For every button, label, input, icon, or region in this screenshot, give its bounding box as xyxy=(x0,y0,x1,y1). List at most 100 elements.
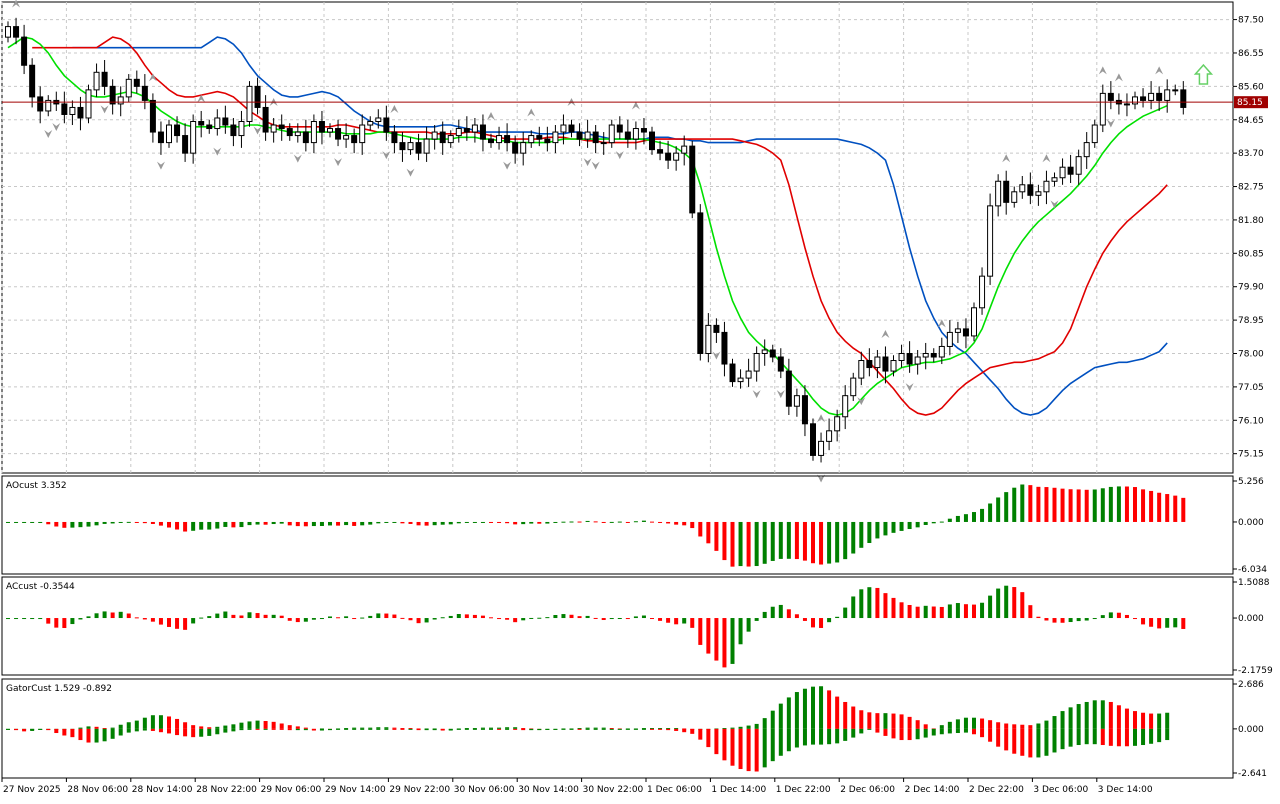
bull-candle xyxy=(407,142,414,151)
histogram-bar xyxy=(641,615,646,619)
bull-candle xyxy=(343,135,350,140)
bull-candle xyxy=(673,152,680,161)
histogram-bar xyxy=(875,587,880,619)
histogram-bar xyxy=(46,521,51,525)
histogram-bar xyxy=(1028,605,1033,619)
bull-candle xyxy=(327,128,333,133)
histogram-bar xyxy=(923,724,928,729)
bull-candle xyxy=(979,275,986,309)
bear-candle xyxy=(182,135,189,154)
histogram-bar xyxy=(424,618,429,623)
histogram-bar xyxy=(239,728,244,731)
histogram-bar xyxy=(980,508,985,522)
bull-candle xyxy=(874,356,881,369)
histogram-bar xyxy=(786,609,791,619)
histogram-bar xyxy=(521,618,526,621)
histogram-bar xyxy=(14,728,19,731)
ac-label: ACcust -0.3544 xyxy=(6,582,75,592)
histogram-bar xyxy=(94,728,99,743)
histogram-bar xyxy=(489,617,493,619)
histogram-bar xyxy=(480,727,485,729)
histogram-bar xyxy=(400,617,405,619)
histogram-bar xyxy=(263,614,268,619)
price-panel[interactable]: 87.50 86.55 85.60 84.65 83.70 82.75 81.80 80.85… xyxy=(1,0,1268,483)
gator-panel[interactable]: GatorCust 1.529 -0.892 2.686 0.000 -2.641 xyxy=(1,678,1267,779)
histogram-bar xyxy=(78,521,83,528)
price-tick-label: 84.65 xyxy=(1238,116,1264,126)
bull-candle xyxy=(367,121,374,126)
histogram-bar xyxy=(601,618,606,621)
candlesticks[interactable] xyxy=(5,17,1187,463)
bear-candle xyxy=(230,124,237,137)
bull-candle xyxy=(528,135,535,144)
bear-candle xyxy=(133,78,140,87)
histogram-bar xyxy=(714,521,719,551)
histogram-bar xyxy=(102,728,107,742)
bear-candle xyxy=(335,128,342,140)
time-tick-label: 28 Nov 22:00 xyxy=(196,785,257,795)
histogram-bar xyxy=(980,718,985,729)
histogram-bar xyxy=(682,728,687,733)
histogram-bar xyxy=(432,728,437,731)
histogram-bar xyxy=(899,521,904,531)
bear-candle xyxy=(21,36,28,66)
histogram-bar xyxy=(915,728,920,740)
histogram-bar xyxy=(633,728,638,730)
histogram-bar xyxy=(6,728,10,730)
histogram-bar xyxy=(633,616,638,619)
histogram-bar xyxy=(682,521,687,526)
histogram-bar xyxy=(650,728,654,730)
histogram-bar xyxy=(794,728,799,748)
histogram-bar xyxy=(110,727,115,729)
histogram-bar xyxy=(867,728,872,730)
histogram-bar xyxy=(464,728,469,730)
histogram-bar xyxy=(883,593,888,619)
histogram-bar xyxy=(110,612,115,619)
bear-candle xyxy=(649,131,655,151)
histogram-bar xyxy=(1068,489,1073,522)
time-tick-label: 30 Nov 14:00 xyxy=(518,785,579,795)
bear-candle xyxy=(157,131,164,144)
histogram-bar xyxy=(38,618,43,620)
bear-candle xyxy=(1067,166,1074,175)
histogram-bar xyxy=(223,611,228,619)
price-y-axis: 87.50 86.55 85.60 84.65 83.70 82.75 81.80 80.85… xyxy=(1233,16,1264,460)
histogram-bar xyxy=(988,728,993,742)
histogram-bar xyxy=(585,520,590,522)
time-tick-label: 29 Nov 22:00 xyxy=(389,785,450,795)
histogram-bar xyxy=(384,728,389,730)
histogram-bar xyxy=(110,728,115,739)
histogram-bar xyxy=(923,728,928,738)
bull-candle xyxy=(834,416,841,432)
histogram-bar xyxy=(601,521,606,523)
histogram-bar xyxy=(158,618,163,625)
histogram-bar xyxy=(972,717,976,729)
histogram-bar xyxy=(191,728,196,738)
histogram-bar xyxy=(1060,618,1065,623)
histogram-bar xyxy=(1108,728,1113,746)
gator-histogram xyxy=(6,686,1170,772)
histogram-bar xyxy=(819,618,824,628)
histogram-bar xyxy=(947,604,952,619)
histogram-bar xyxy=(545,617,550,619)
indicator-tick-label: 5.256 xyxy=(1238,477,1264,487)
histogram-bar xyxy=(440,728,445,731)
histogram-bar xyxy=(545,521,550,524)
histogram-bar xyxy=(30,728,35,731)
histogram-bar xyxy=(585,728,590,730)
bear-candle xyxy=(616,124,623,133)
histogram-bar xyxy=(328,616,332,619)
bull-candle xyxy=(826,430,833,442)
ao-panel[interactable]: AOcust 3.352 5.256 0.000 -6.034 xyxy=(1,475,1267,575)
histogram-bar xyxy=(867,712,872,729)
bull-candle xyxy=(431,131,438,140)
histogram-bar xyxy=(247,521,252,526)
histogram-bar xyxy=(972,604,976,619)
histogram-bar xyxy=(609,728,614,730)
histogram-bar xyxy=(352,618,357,620)
histogram-bar xyxy=(754,618,759,621)
histogram-bar xyxy=(625,521,630,523)
ac-panel[interactable]: ACcust -0.3544 1.5088 0.000 -2.1759 xyxy=(1,576,1273,676)
histogram-bar xyxy=(279,521,284,524)
